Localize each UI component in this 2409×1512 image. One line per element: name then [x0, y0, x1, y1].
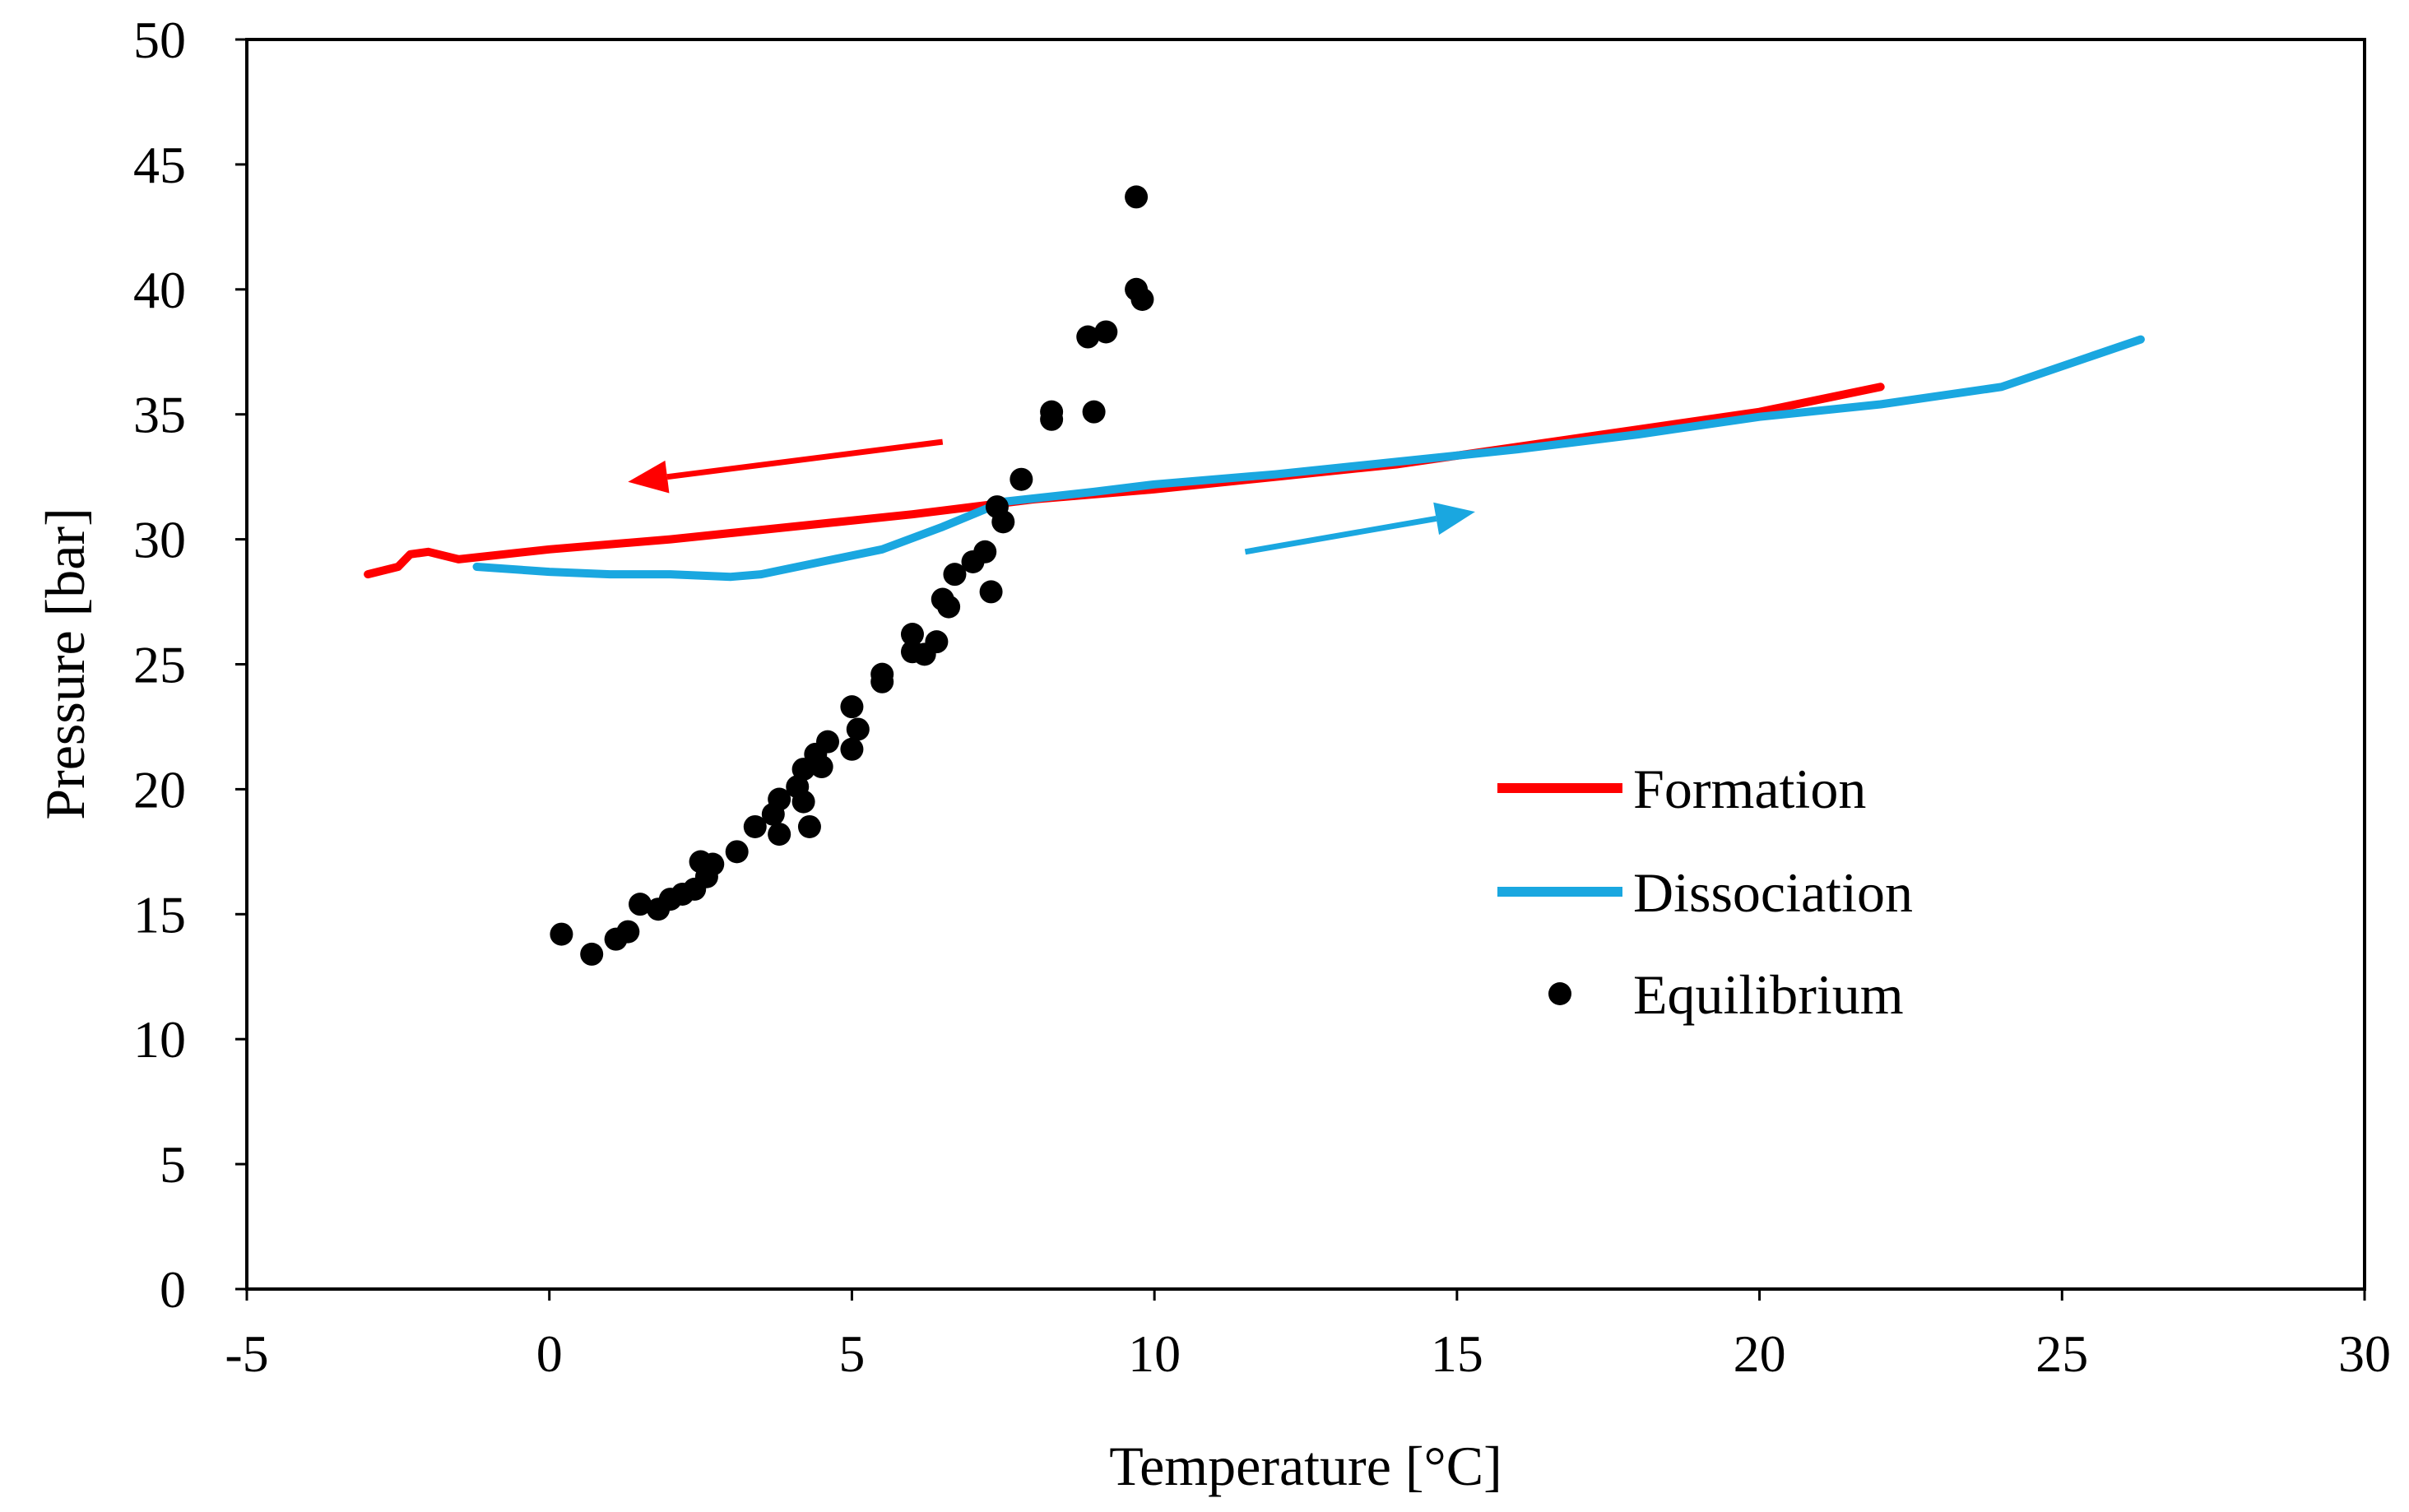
formation-direction-arrow	[628, 438, 944, 494]
equilibrium-point	[725, 840, 749, 864]
equilibrium-point	[937, 595, 961, 619]
equilibrium-point	[701, 852, 725, 876]
equilibrium-point	[1130, 287, 1154, 311]
equilibrium-point	[1010, 467, 1033, 491]
y-tick-label: 0	[160, 1260, 186, 1319]
x-tick-label: 15	[1431, 1324, 1483, 1383]
formation-series	[364, 383, 1885, 579]
x-tick-label: 25	[2035, 1324, 2088, 1383]
equilibrium-point	[768, 787, 791, 811]
y-tick-label: 25	[133, 636, 186, 694]
dissociation-series	[472, 335, 2145, 582]
equilibrium-point	[991, 510, 1015, 534]
equilibrium-point	[810, 755, 833, 779]
formation-line	[364, 383, 1885, 579]
y-tick-label: 5	[160, 1135, 186, 1194]
equilibrium-point	[797, 814, 821, 838]
equilibrium-point	[840, 737, 864, 761]
y-tick-label: 20	[133, 760, 186, 819]
dissociation-line	[472, 335, 2145, 582]
y-tick-label: 15	[133, 885, 186, 944]
equilibrium-point	[973, 540, 997, 564]
legend: Formation Dissociation Equilibrium	[1497, 758, 1913, 1026]
y-tick-label: 10	[133, 1010, 186, 1069]
x-tick-label: 10	[1128, 1324, 1181, 1383]
y-tick-label: 40	[133, 261, 186, 319]
equilibrium-point	[943, 563, 967, 587]
equilibrium-series	[550, 185, 1154, 966]
equilibrium-point	[900, 623, 924, 647]
y-tick-label: 45	[133, 136, 186, 194]
legend-equilibrium-label: Equilibrium	[1633, 963, 1904, 1026]
equilibrium-point	[925, 630, 949, 654]
legend-dissociation-label: Dissociation	[1633, 861, 1913, 924]
arrow-layer	[628, 438, 1475, 555]
arrow-shaft	[1244, 515, 1437, 555]
equilibrium-point	[550, 922, 573, 946]
equilibrium-point	[768, 823, 791, 846]
equilibrium-point	[846, 717, 870, 741]
equilibrium-point	[791, 790, 815, 814]
arrow-head	[628, 460, 670, 494]
equilibrium-point	[870, 662, 894, 686]
equilibrium-point	[1082, 400, 1106, 424]
x-tick-label: 20	[1734, 1324, 1786, 1383]
equilibrium-point	[816, 730, 840, 754]
equilibrium-point	[1094, 320, 1118, 344]
arrow-head	[1433, 502, 1475, 536]
x-tick-label: 30	[2338, 1324, 2391, 1383]
y-tick-label: 35	[133, 386, 186, 444]
x-axis-label: Temperature [°C]	[1109, 1435, 1502, 1497]
y-axis-label: Pressure [bar]	[34, 508, 96, 820]
legend-equilibrium-marker	[1548, 982, 1571, 1005]
equilibrium-point	[629, 893, 652, 916]
x-tick-label: 5	[838, 1324, 865, 1383]
legend-formation-label: Formation	[1633, 758, 1866, 820]
equilibrium-point	[1040, 400, 1064, 424]
equilibrium-point	[840, 695, 864, 719]
equilibrium-point	[1076, 325, 1100, 349]
y-tick-label: 50	[133, 11, 186, 69]
equilibrium-point	[979, 580, 1003, 604]
equilibrium-point	[616, 920, 640, 944]
tick-layer: -5 0 5 10 15 20 25 30 0 5 10 15 20 25 30 35 40 45 50	[133, 11, 2391, 1383]
equilibrium-point	[1125, 185, 1149, 209]
y-tick-label: 30	[133, 511, 186, 569]
equilibrium-point	[743, 814, 767, 838]
arrow-shaft	[666, 438, 944, 480]
x-tick-label: -5	[225, 1324, 268, 1383]
x-tick-label: 0	[536, 1324, 563, 1383]
dissociation-direction-arrow	[1244, 502, 1475, 555]
equilibrium-point	[580, 942, 604, 966]
plot-area-frame	[245, 38, 2366, 1291]
